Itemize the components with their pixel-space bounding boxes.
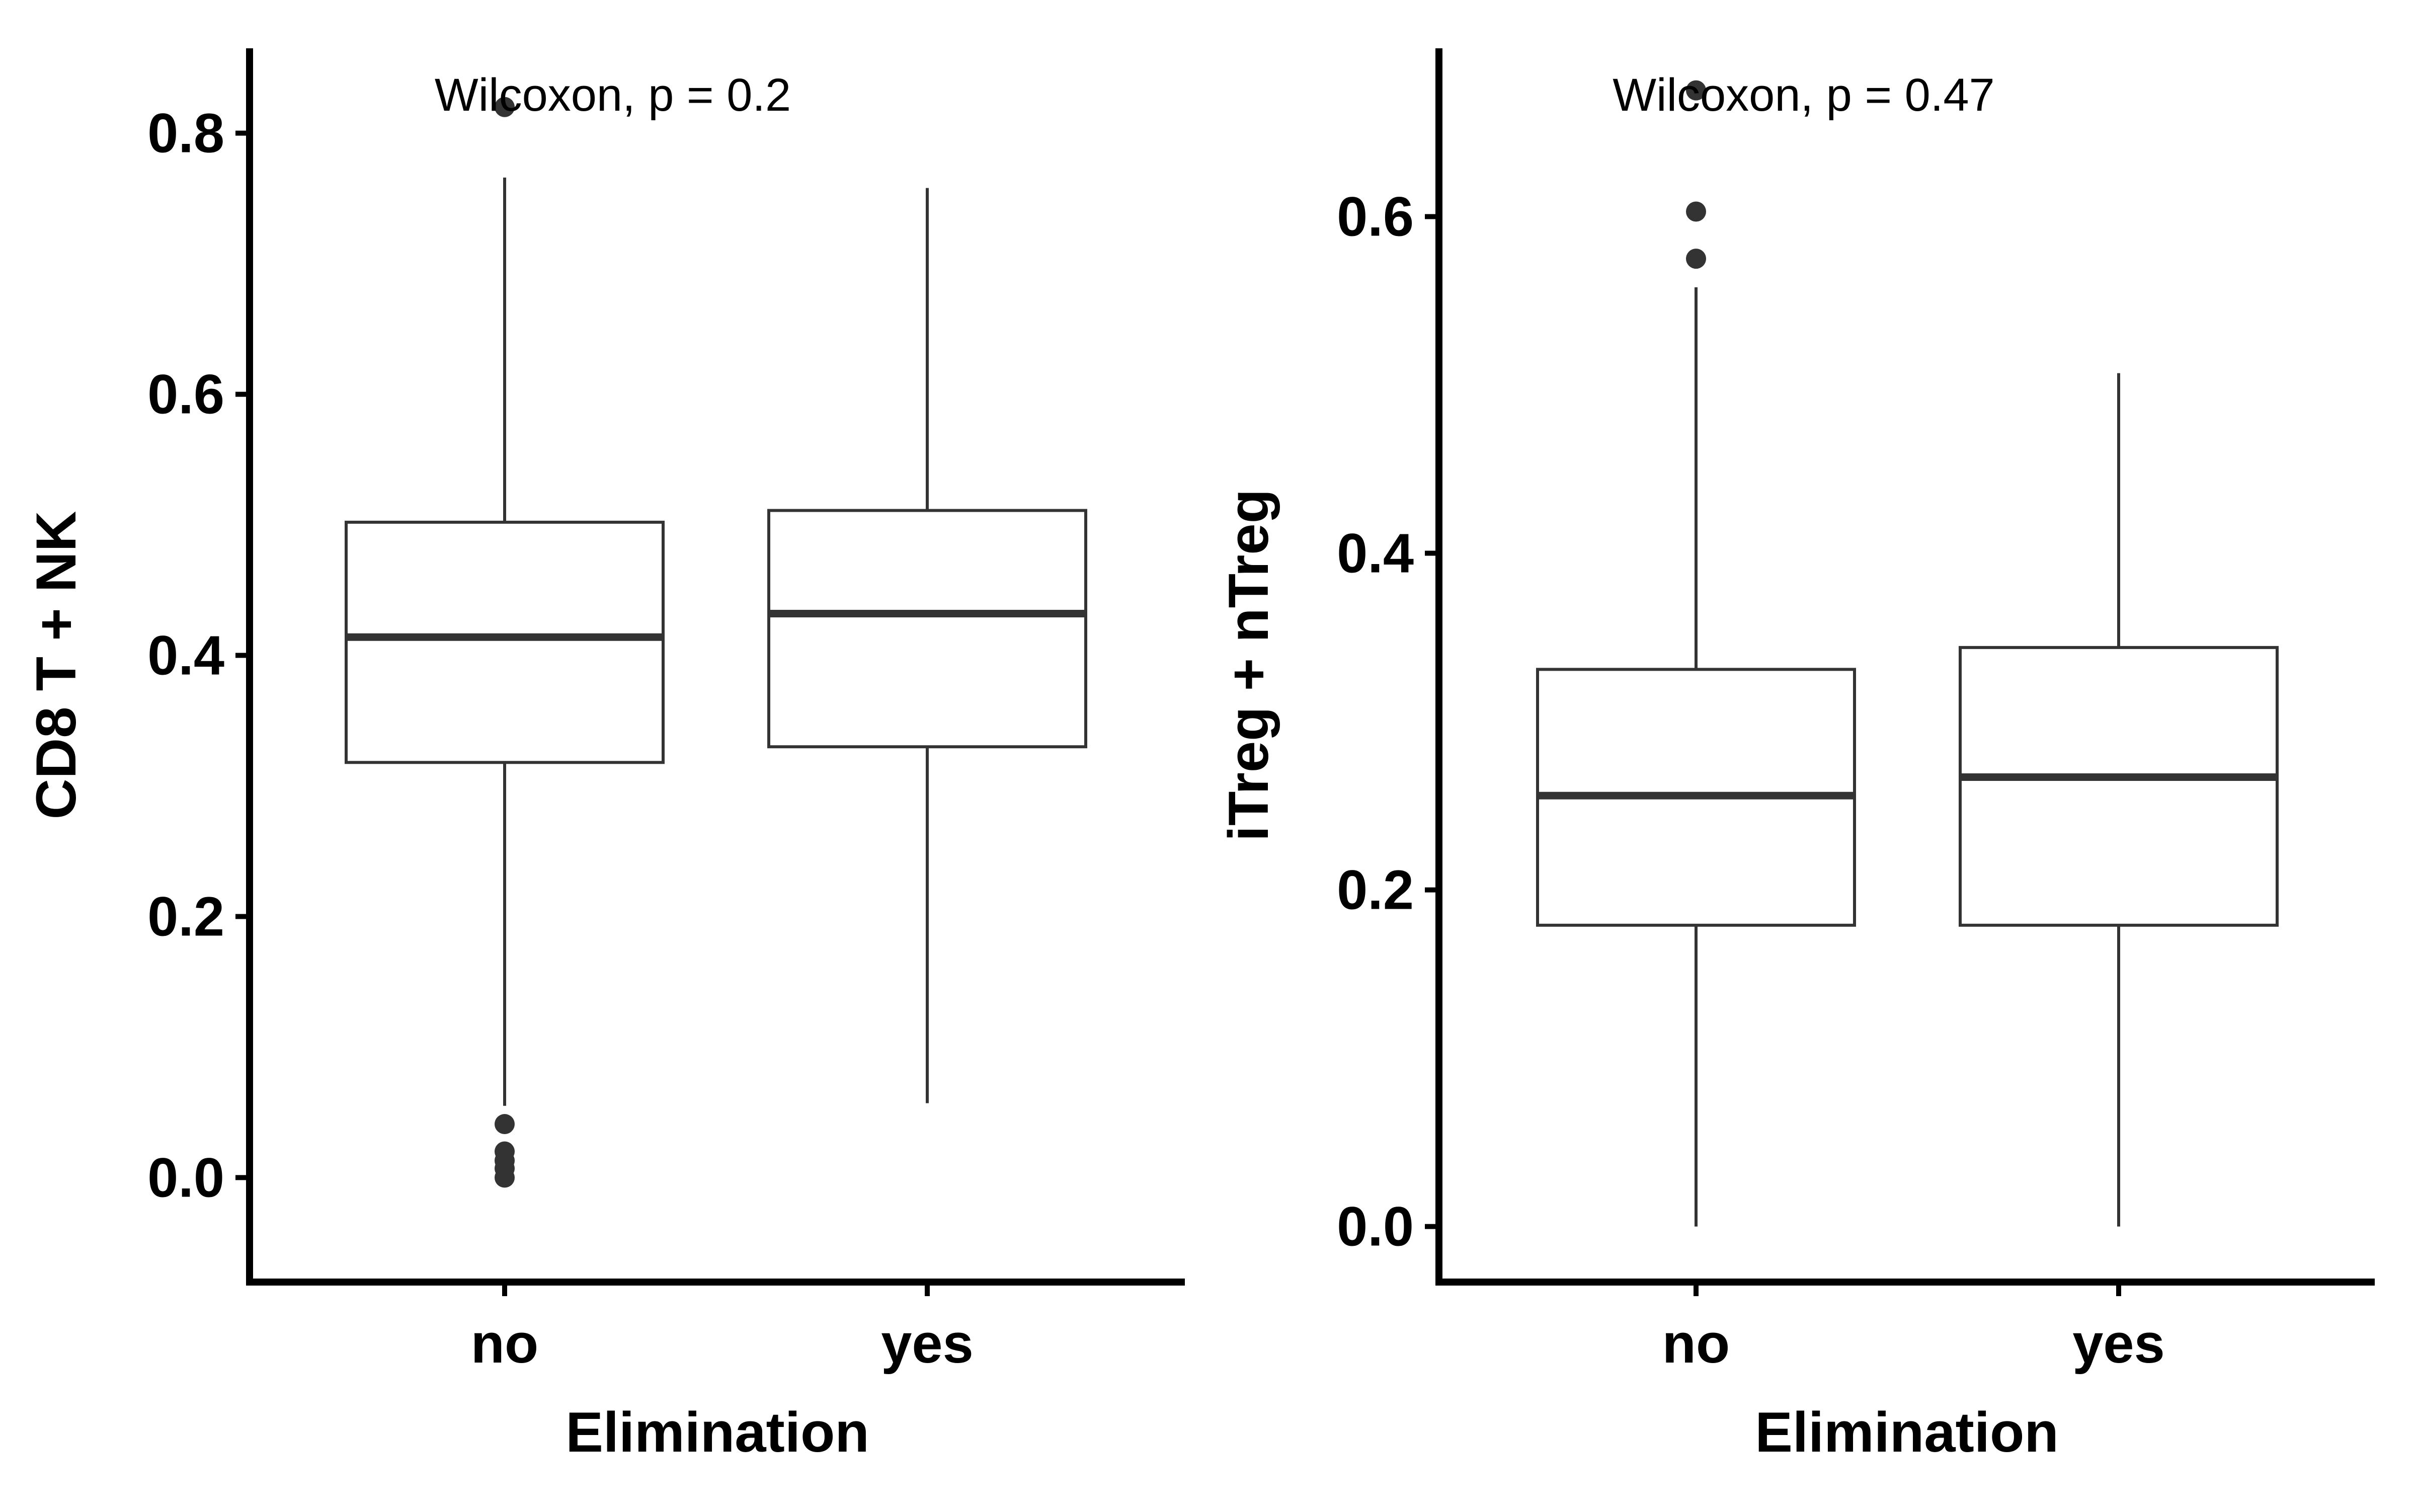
x-tick-label: no: [1662, 1313, 1730, 1375]
y-tick-label: 0.4: [1337, 523, 1414, 585]
y-tick-label: 0.0: [1337, 1196, 1414, 1258]
x-tick-label: yes: [881, 1313, 974, 1375]
y-tick-label: 0.0: [147, 1147, 224, 1209]
y-axis-title: CD8 T + NK: [25, 511, 88, 820]
outlier-point: [495, 1141, 515, 1162]
box-no: [345, 97, 665, 1188]
y-tick-label: 0.2: [147, 886, 224, 947]
y-tick-label: 0.4: [147, 625, 224, 687]
x-tick-label: no: [471, 1313, 538, 1375]
y-tick-label: 0.6: [1337, 186, 1414, 248]
chart-panel-2: 0.0 0.2 0.4 0.6 no yes Wilcoxon, p = 0.47 Elimi…: [1217, 48, 2375, 1464]
iqr-box: [767, 509, 1087, 749]
y-tick-label: 0.2: [1337, 859, 1414, 921]
x-tick-label: yes: [2072, 1313, 2165, 1375]
outlier-point: [1686, 249, 1706, 269]
y-tick-label: 0.8: [147, 103, 224, 165]
wilcoxon-annotation: Wilcoxon, p = 0.47: [1613, 69, 1994, 121]
y-tick-label: 0.6: [147, 364, 224, 426]
box-yes: [767, 188, 1087, 1103]
outlier-point: [1686, 80, 1706, 101]
chart-panel-1: 0.0 0.2 0.4 0.6 0.8 no yes Wilcoxon, p = 0.2 Eli…: [25, 48, 1185, 1464]
wilcoxon-annotation: Wilcoxon, p = 0.2: [435, 69, 791, 121]
y-axis-title: iTreg + nTreg: [1217, 489, 1280, 841]
box-no: [1536, 80, 1856, 1227]
x-axis-title: Elimination: [566, 1401, 869, 1464]
iqr-box: [1959, 646, 2279, 927]
outlier-point: [495, 97, 515, 117]
box-yes: [1959, 373, 2279, 1227]
outlier-point: [495, 1114, 515, 1135]
outlier-point: [1686, 201, 1706, 222]
x-axis-title: Elimination: [1755, 1401, 2059, 1464]
iqr-box: [345, 520, 665, 764]
